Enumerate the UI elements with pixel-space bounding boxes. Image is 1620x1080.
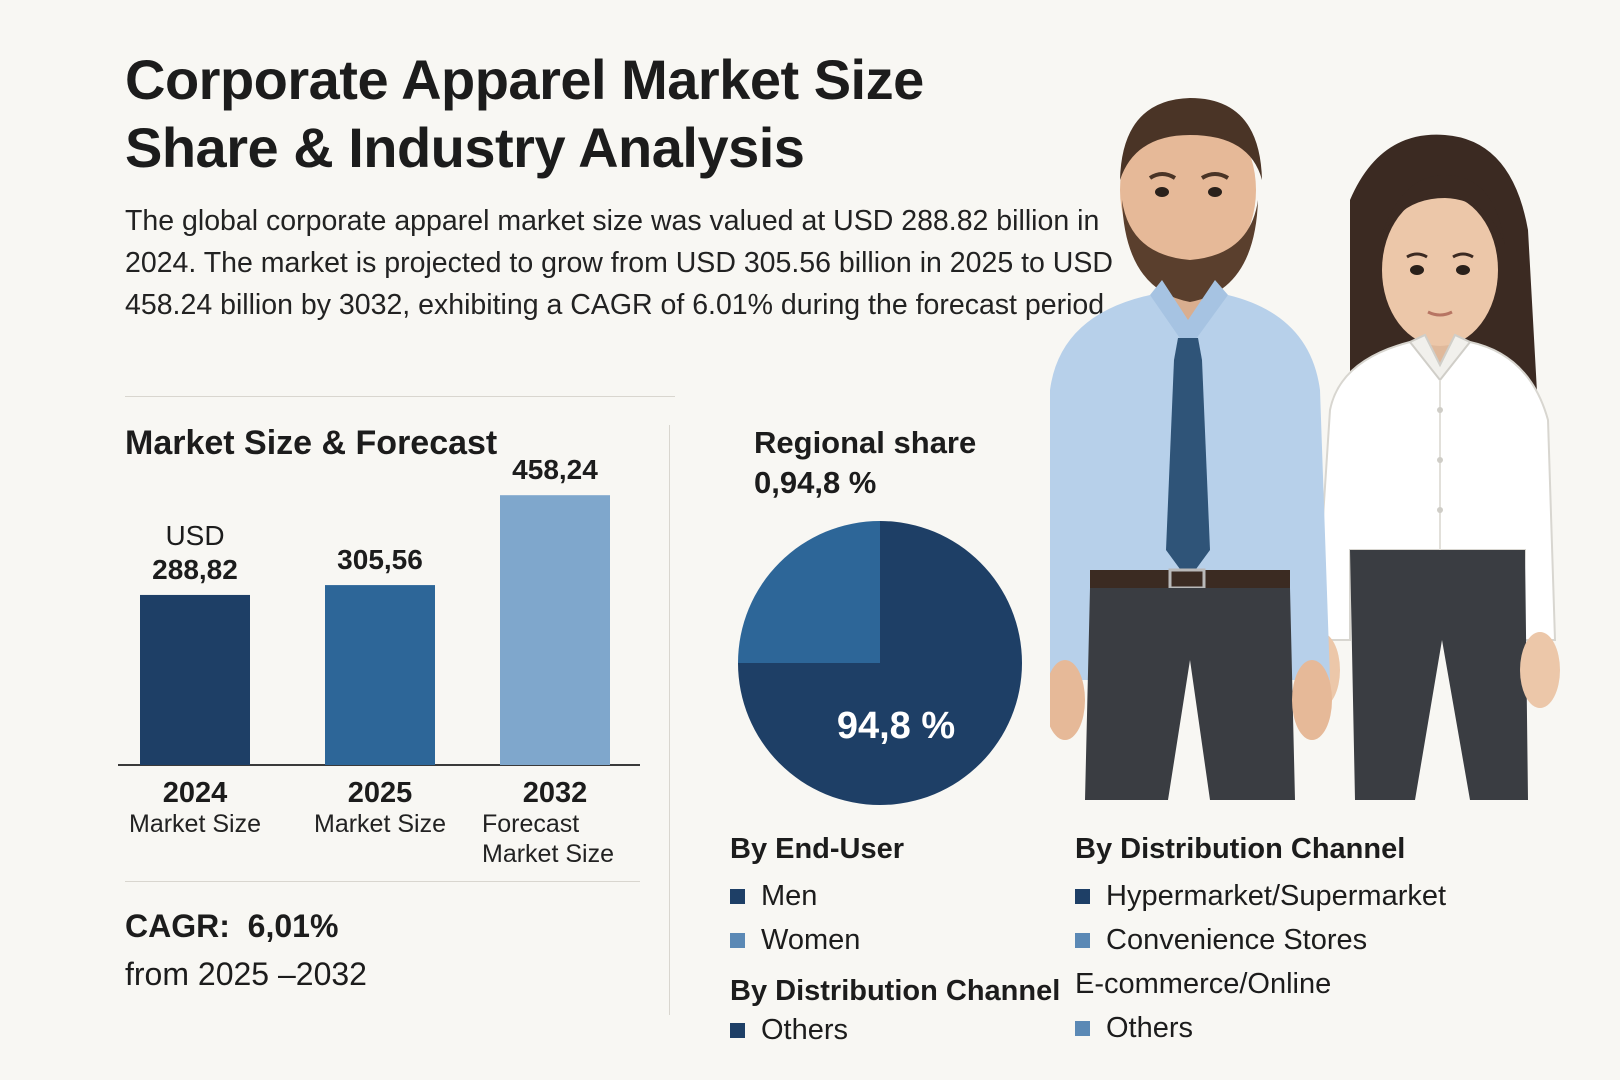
title-line-1: Corporate Apparel Market Size (125, 48, 924, 111)
pie-chart: 94,8 % (738, 521, 1022, 805)
cagr-value: 6,01% (247, 908, 339, 944)
bar-sublabel-2024: Market Size (129, 810, 261, 838)
legend-item-hypermarket: Hypermarket/Supermarket (1075, 874, 1446, 918)
legend-item-convenience: Convenience Stores (1075, 918, 1446, 962)
legend-item-others-right: Others (1075, 1006, 1446, 1050)
bar-category-label-2032: 2032 (523, 777, 588, 809)
pie-chart-subtitle: 0,94,8 % (754, 465, 877, 500)
legend-distribution-right-title: By Distribution Channel (1075, 833, 1406, 865)
legend-label-men: Men (761, 880, 818, 912)
legend-label-convenience: Convenience Stores (1106, 924, 1368, 956)
pie-chart-title-block: Regional share 0,94,8 % (754, 423, 976, 503)
cagr-block: CAGR: 6,01% from 2025 –2032 (125, 902, 367, 998)
page-title: Corporate Apparel Market Size Share & In… (125, 46, 1135, 182)
legend-swatch-convenience (1075, 932, 1090, 948)
legend-swatch-men (730, 888, 745, 904)
legend-distribution-left-title: By Distribution Channel (730, 975, 1061, 1007)
businessman-icon (1050, 98, 1332, 800)
legend-distribution-left: By Distribution Channel Others (730, 975, 1060, 1052)
legend-distribution-right: By Distribution Channel Hypermarket/Supe… (1075, 833, 1446, 1050)
cagr-period: from 2025 –2032 (125, 956, 367, 992)
cagr-label: CAGR: (125, 908, 230, 944)
legend-item-ecommerce: E-commerce/Online (1075, 962, 1446, 1006)
bar-sublabel-2025: Market Size (314, 810, 446, 838)
bar-value-label-2032: 458,24 (512, 454, 598, 485)
intro-paragraph: The global corporate apparel market size… (125, 205, 1113, 321)
divider-top (125, 396, 675, 397)
bar-chart-title: Market Size & Forecast (125, 424, 498, 462)
bar-value-label-2025: 305,56 (337, 544, 423, 575)
pie-slice-1 (738, 521, 880, 663)
legend-label-others-right: Others (1106, 1012, 1194, 1044)
bar-2025 (325, 585, 435, 765)
legend-swatch-women (730, 932, 745, 948)
divider-vertical (669, 425, 670, 1015)
legend-item-women: Women (730, 918, 904, 962)
legend-swatch-hypermarket (1075, 888, 1090, 904)
bar-sublabel-2032-0: Forecast (482, 810, 579, 838)
legend-item-men: Men (730, 874, 904, 918)
legend-swatch-others-right (1075, 1020, 1090, 1036)
pie-slice-label: 94,8 % (837, 705, 955, 747)
business-people-illustration (1050, 98, 1560, 800)
legend-end-user: By End-User Men Women (730, 833, 904, 962)
legend-item-others-left: Others (730, 1008, 1060, 1052)
pie-chart-title: Regional share (754, 425, 977, 460)
bar-category-label-2024: 2024 (163, 777, 228, 809)
bar-2032 (500, 495, 610, 765)
title-line-2: Share & Industry Analysis (125, 116, 805, 179)
legend-label-ecommerce: E-commerce/Online (1075, 968, 1332, 1000)
bar-2024 (140, 594, 250, 765)
legend-label-women: Women (761, 924, 861, 956)
legend-swatch-others-left (730, 1022, 745, 1038)
bar-sublabel-2032-1: Market Size (482, 840, 614, 868)
bar-value-label-2024-0: USD (165, 520, 224, 551)
divider-middle (125, 881, 640, 882)
legend-label-others-left: Others (761, 1014, 849, 1046)
legend-end-user-title: By End-User (730, 833, 905, 865)
legend-label-hypermarket: Hypermarket/Supermarket (1106, 880, 1447, 912)
bar-category-label-2025: 2025 (348, 777, 413, 809)
businesswoman-icon (1300, 134, 1560, 800)
bar-value-label-2024-1: 288,82 (152, 554, 238, 585)
